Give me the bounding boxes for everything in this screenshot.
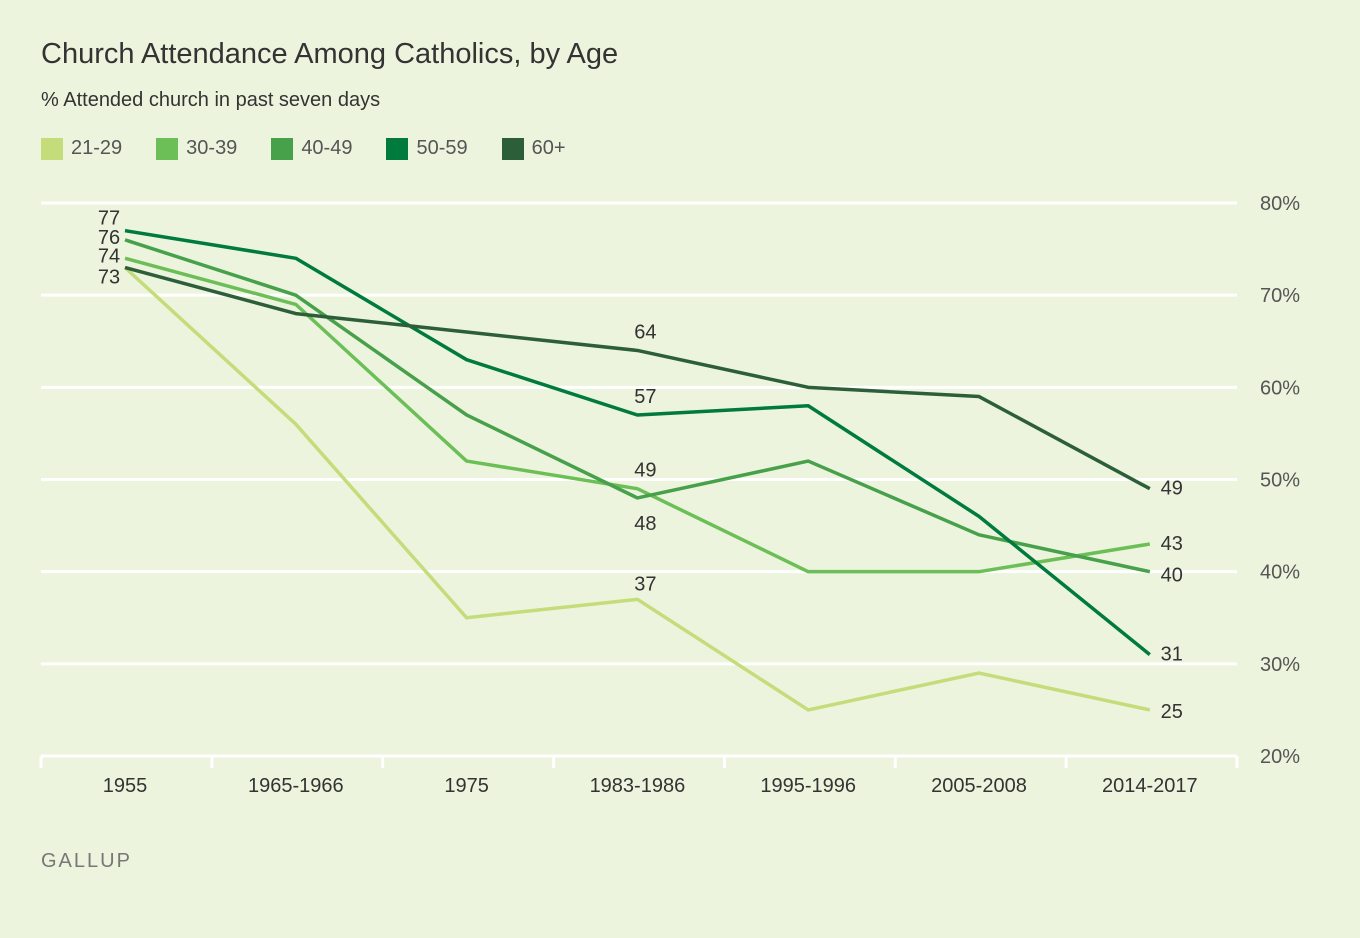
legend-swatch (501, 137, 524, 160)
data-label: 25 (1161, 701, 1183, 723)
legend-item: 60+ (501, 137, 566, 160)
data-label: 48 (634, 513, 656, 535)
data-label: 76 (98, 227, 120, 249)
data-label: 57 (634, 386, 656, 408)
y-tick-label: 70% (1260, 285, 1300, 307)
series-line-21-29 (123, 266, 1151, 712)
data-label: 74 (98, 245, 120, 267)
x-tick-label: 1955 (103, 775, 148, 797)
legend-item: 30-39 (156, 137, 237, 160)
x-tick-label: 1975 (444, 775, 489, 797)
legend: 21-29 30-39 40-49 50-59 60+ (41, 137, 600, 160)
y-tick-label: 40% (1260, 562, 1300, 584)
y-tick-label: 60% (1260, 377, 1300, 399)
y-tick-label: 50% (1260, 470, 1300, 492)
data-label: 49 (634, 460, 656, 482)
data-label: 77 (98, 208, 120, 230)
chart-subtitle: % Attended church in past seven days (41, 89, 381, 111)
legend-label: 40-49 (301, 137, 353, 159)
data-label: 40 (1161, 565, 1183, 587)
series-line-30-39 (124, 256, 1151, 574)
legend-item: 21-29 (41, 137, 122, 160)
data-label: 73 (98, 267, 120, 289)
y-tick-label: 30% (1260, 654, 1300, 676)
data-label: 64 (634, 321, 656, 343)
legend-label: 60+ (531, 137, 566, 159)
data-label: 31 (1161, 644, 1183, 666)
legend-item: 40-49 (271, 137, 352, 160)
y-tick-label: 80% (1260, 193, 1300, 215)
gallup-logo: GALLUP (41, 850, 132, 872)
legend-label: 21-29 (71, 137, 123, 159)
x-tick-label: 1983-1986 (590, 775, 686, 797)
data-label: 37 (634, 573, 656, 595)
series-line-50-59 (124, 228, 1151, 656)
data-label: 43 (1161, 533, 1183, 555)
legend-swatch (271, 137, 294, 160)
legend-label: 30-39 (186, 137, 238, 159)
legend-swatch (386, 137, 409, 160)
x-tick-label: 2005-2008 (931, 775, 1027, 797)
legend-swatch (41, 137, 63, 160)
x-tick-label: 1995-1996 (760, 775, 856, 797)
data-label: 49 (1161, 478, 1183, 500)
x-tick-label: 1965-1966 (248, 775, 344, 797)
legend-swatch (156, 137, 179, 160)
legend-label: 50-59 (416, 137, 468, 159)
x-tick-label: 2014-2017 (1102, 775, 1198, 797)
legend-item: 50-59 (386, 137, 468, 160)
y-tick-label: 20% (1260, 746, 1300, 768)
chart-title: Church Attendance Among Catholics, by Ag… (41, 38, 619, 70)
series-line-40-49 (124, 238, 1151, 574)
series-line-60+ (124, 265, 1151, 491)
